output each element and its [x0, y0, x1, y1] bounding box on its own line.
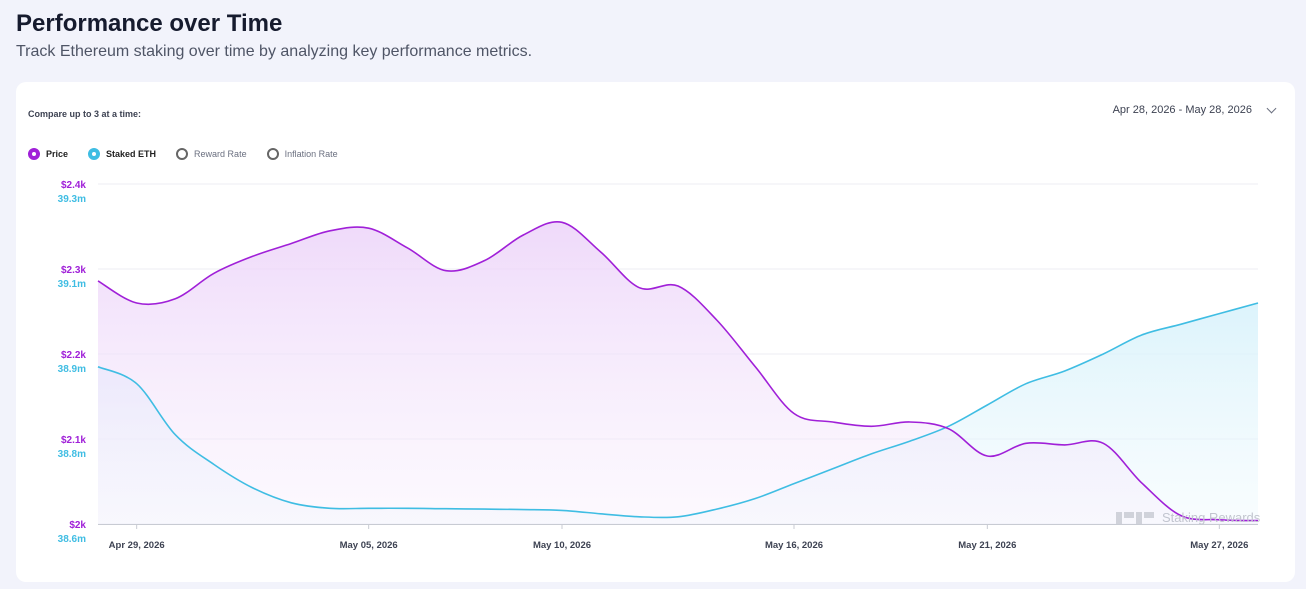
- date-range-value: Apr 28, 2026 - May 28, 2026: [1112, 104, 1252, 116]
- metric-label: Staked ETH: [106, 149, 157, 159]
- radio-icon: [176, 148, 189, 160]
- staking-rewards-logo-icon: [1116, 511, 1154, 524]
- metric-toggle-inflation-rate[interactable]: Inflation Rate: [266, 148, 338, 160]
- page-title: Performance over Time: [16, 10, 283, 37]
- metric-toggle-staked-eth[interactable]: Staked ETH: [88, 148, 156, 160]
- page-subtitle: Track Ethereum staking over time by anal…: [16, 43, 533, 60]
- metric-label: Inflation Rate: [284, 149, 338, 159]
- compare-label: Compare up to 3 at a time:: [28, 109, 142, 119]
- radio-icon: [88, 148, 101, 160]
- radio-icon: [266, 148, 279, 160]
- metric-label: Price: [46, 149, 69, 159]
- watermark-text: Staking Rewards: [1162, 510, 1261, 525]
- metric-selector: Price Staked ETH Reward Rate Inflation R…: [28, 148, 338, 160]
- chevron-down-icon: [1266, 103, 1277, 113]
- metric-toggle-reward-rate[interactable]: Reward Rate: [176, 148, 247, 160]
- radio-icon: [28, 148, 40, 160]
- date-range-dropdown[interactable]: Apr 28, 2026 - May 28, 2026: [1112, 103, 1277, 116]
- watermark: Staking Rewards: [1116, 510, 1260, 525]
- metric-toggle-price[interactable]: Price: [28, 148, 68, 160]
- metric-label: Reward Rate: [194, 149, 247, 159]
- performance-card: Compare up to 3 at a time: Apr 28, 2026 …: [16, 82, 1295, 582]
